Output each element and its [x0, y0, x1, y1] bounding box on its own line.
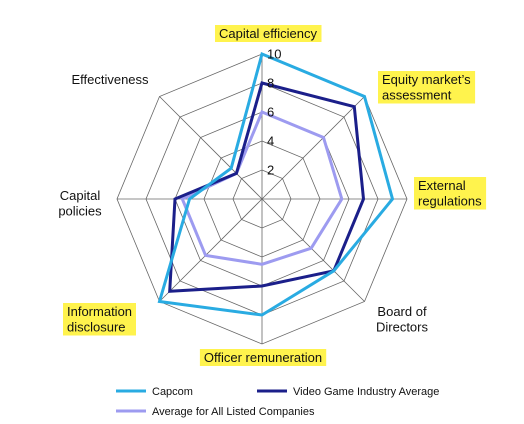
- axis-label-highlight: [378, 71, 476, 104]
- axis-label-highlight: [63, 303, 136, 336]
- axis-label-text: External regulations: [418, 178, 482, 209]
- radar-grid: [116, 53, 408, 345]
- axis-label-capital-policies: Capital policies: [58, 188, 102, 219]
- tick-label: 10: [267, 47, 281, 62]
- legend-item-video-game-industry-average: Video Game Industry Average: [257, 386, 439, 398]
- tick-label: 2: [267, 163, 274, 178]
- axis-label-highlight: [215, 25, 322, 42]
- axis-label-text: Board of Directors: [376, 304, 429, 335]
- axis-label-text: Capital efficiency: [219, 26, 318, 41]
- axis-label-text: Officer remuneration: [204, 350, 322, 365]
- grid-spoke: [159, 96, 263, 200]
- axis-label-capital-efficiency: Capital efficiency: [215, 25, 322, 42]
- axis-label-external-regulations: External regulations: [414, 177, 487, 210]
- radar-series: [157, 51, 395, 317]
- grid-spoke: [261, 198, 365, 302]
- legend-label: Average for All Listed Companies: [152, 406, 315, 418]
- legend-item-capcom: Capcom: [116, 386, 193, 398]
- legend-label: Video Game Industry Average: [293, 386, 439, 398]
- axis-label-text: Information disclosure: [67, 304, 132, 335]
- axis-label-text: Capital policies: [58, 188, 102, 219]
- axis-label-highlight: [199, 349, 327, 366]
- axis-label-effectiveness: Effectiveness: [71, 72, 149, 87]
- tick-label: 4: [267, 134, 274, 149]
- axis-labels: Capital efficiency Equity market’s assessm…: [58, 25, 487, 366]
- legend: Capcom Video Game Industry Average Average…: [116, 386, 439, 418]
- grid-spoke: [159, 198, 263, 302]
- radial-tick-labels: 2 4 6 8 10: [267, 47, 281, 178]
- series-video-game-industry-average: [168, 81, 366, 293]
- legend-item-average-for-all-listed-companies: Average for All Listed Companies: [116, 406, 315, 418]
- legend-label: Capcom: [152, 386, 193, 398]
- axis-label-text: Equity market’s assessment: [382, 72, 471, 103]
- tick-label: 6: [267, 105, 274, 120]
- axis-label-information-disclosure: Information disclosure: [63, 303, 136, 336]
- series-capcom: [157, 51, 395, 317]
- axis-label-officer-remuneration: Officer remuneration: [199, 349, 327, 366]
- axis-label-equity-market-s-assessment: Equity market’s assessment: [378, 71, 476, 104]
- grid-spoke: [261, 96, 365, 200]
- axis-label-highlight: [414, 177, 487, 210]
- axis-label-board-of-directors: Board of Directors: [376, 304, 429, 335]
- tick-label: 8: [267, 76, 274, 91]
- axis-label-text: Effectiveness: [71, 72, 149, 87]
